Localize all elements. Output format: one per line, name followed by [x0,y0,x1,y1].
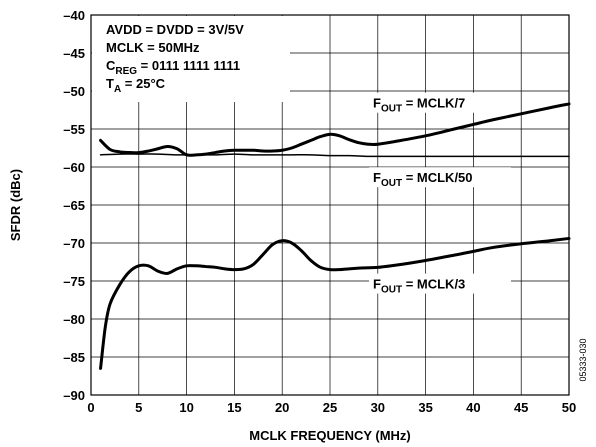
y-tick-label: –85 [63,350,85,365]
series-label-bg [369,273,512,294]
series-label-bg [369,92,512,113]
figure-id: 05333-030 [578,338,588,381]
condition-line: AVDD = DVDD = 3V/5V [106,22,244,37]
x-axis-title: MCLK FREQUENCY (MHz) [249,428,411,443]
y-tick-label: –65 [63,198,85,213]
series-label: FOUT = MCLK/7 [373,96,465,115]
series-labels: FOUT = MCLK/7 FOUT = MCLK/50 FOUT = MCLK/3 [369,92,512,296]
series-line-2 [99,153,570,158]
series-label: FOUT = MCLK/50 [373,170,473,189]
x-tick-label: 50 [562,400,576,415]
y-tick-label: –75 [63,274,85,289]
condition-line: MCLK = 50MHz [106,40,200,55]
x-tick-label: 40 [466,400,480,415]
y-tick-label: –45 [63,46,85,61]
series-label-bg [369,167,512,188]
y-axis-title: SFDR (dBc) [8,169,23,241]
x-tick-label: 20 [275,400,289,415]
x-tick-label: 25 [323,400,337,415]
y-tick-label: –40 [63,8,85,23]
condition-line: CREG = 0111 1111 1111 [106,58,240,77]
x-tick-label: 10 [179,400,193,415]
y-tick-label: –90 [63,388,85,403]
x-tick-label: 15 [227,400,241,415]
series-line-3 [99,236,571,370]
x-tick-label: 0 [87,400,94,415]
y-tick-label: –70 [63,236,85,251]
tick-labels: 0 5 10 15 20 25 30 35 40 45 50 –40 –45 –50 –55 –60 –65 –7… [63,8,576,415]
x-tick-label: 5 [135,400,142,415]
plot-frame [90,14,570,396]
series-label: FOUT = MCLK/3 [373,277,465,296]
y-tick-label: –80 [63,312,85,327]
x-tick-label: 30 [371,400,385,415]
x-tick-label: 35 [418,400,432,415]
condition-line: TA = 25°C [106,76,166,95]
x-tick-label: 45 [514,400,528,415]
conditions-box: AVDD = DVDD = 3V/5V MCLK = 50MHz CREG = 01… [92,16,290,102]
y-tick-label: –60 [63,160,85,175]
y-tick-label: –55 [63,122,85,137]
series-line-1 [99,102,571,157]
conditions-bg [92,16,290,102]
y-tick-label: –50 [63,84,85,99]
series-lines [99,102,571,370]
